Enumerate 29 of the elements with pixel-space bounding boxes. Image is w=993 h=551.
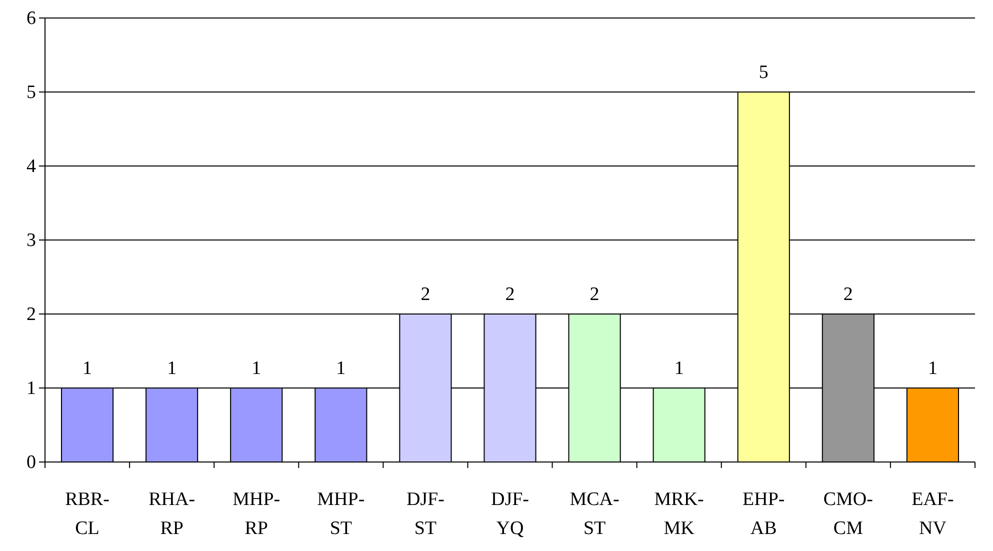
x-tick-label: MHP-ST [317,489,365,539]
x-tick-label: EAF-NV [912,489,954,539]
y-tick-label: 1 [26,378,36,400]
x-tick-label: EHP-AB [742,489,785,539]
data-label: 2 [843,284,853,305]
data-label: 5 [758,62,768,83]
x-tick-label: CMO-CM [823,489,873,539]
x-tick-label: DJF-ST [406,489,444,539]
x-tick-label: RBR-CL [65,489,110,539]
y-tick-label: 4 [26,156,36,178]
y-tick-label: 6 [26,8,36,30]
data-label: 1 [928,358,938,379]
data-label: 2 [420,284,430,305]
x-tick-label: RHA-RP [148,489,196,539]
data-label: 1 [167,358,177,379]
y-tick-label: 0 [26,452,36,474]
y-tick-label: 5 [26,82,36,104]
data-label: 2 [505,284,515,305]
data-label: 1 [674,358,684,379]
x-tick-label: MRK-MK [654,489,704,539]
data-label: 1 [82,358,92,379]
data-label: 2 [590,284,600,305]
x-tick-label: MHP-RP [232,489,280,539]
x-tick-label: MCA-ST [570,489,620,539]
y-tick-label: 2 [26,304,36,326]
data-label: 1 [252,358,262,379]
data-label: 1 [336,358,346,379]
y-tick-label: 3 [26,230,36,252]
x-tick-label: DJF-YQ [490,489,530,539]
